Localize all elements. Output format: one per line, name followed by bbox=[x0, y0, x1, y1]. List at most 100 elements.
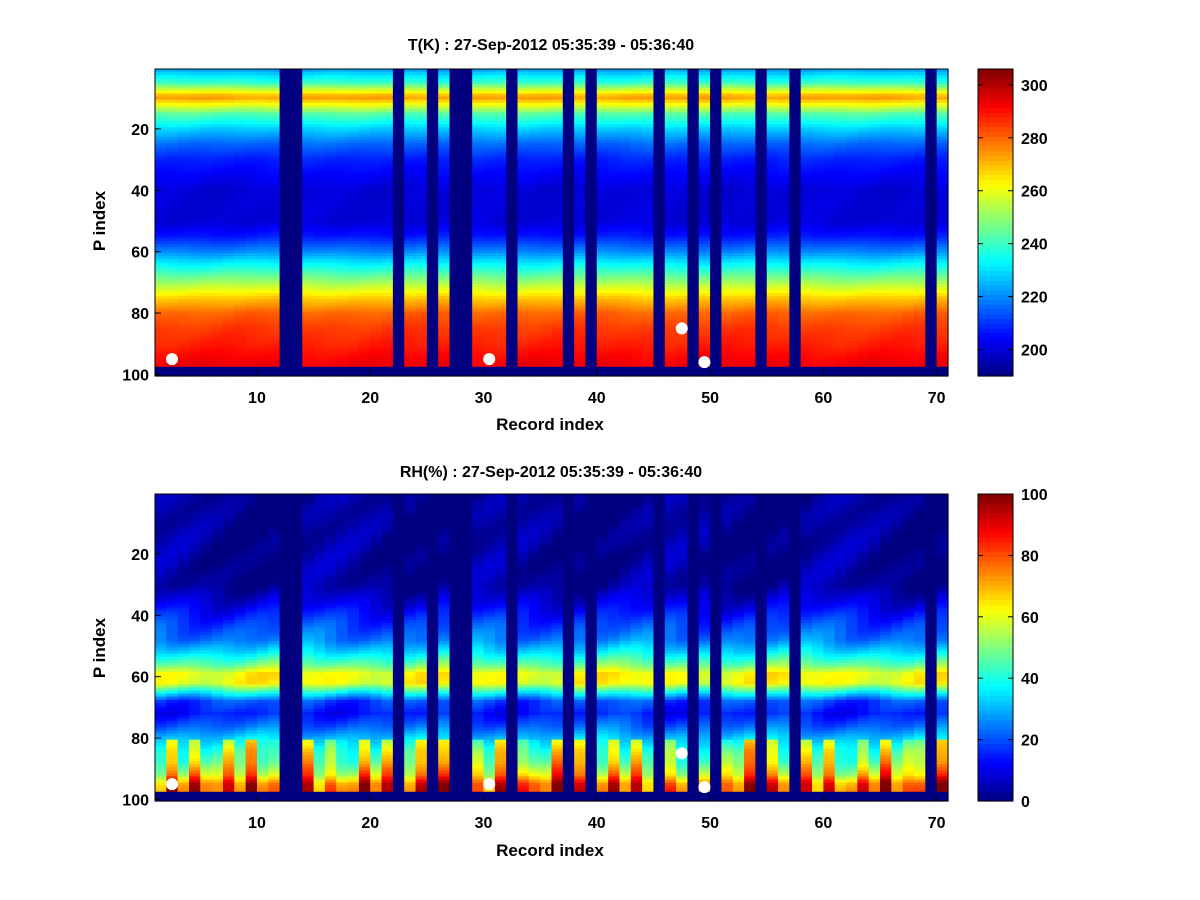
temperature-cell bbox=[188, 342, 201, 346]
temperature-cell bbox=[381, 188, 394, 193]
temperature-cell bbox=[256, 118, 269, 122]
temperature-cell bbox=[268, 188, 281, 193]
temperature-cell bbox=[438, 176, 451, 181]
temperature-cell bbox=[290, 225, 303, 230]
temperature-cell bbox=[551, 366, 564, 371]
temperature-cell bbox=[483, 296, 496, 300]
temperature-cell bbox=[460, 253, 473, 257]
temperature-cell bbox=[370, 320, 383, 325]
temperature-cell bbox=[506, 250, 519, 254]
temperature-cell bbox=[460, 317, 473, 322]
temperature-cell bbox=[336, 219, 349, 224]
temperature-cell bbox=[483, 210, 496, 214]
temperature-cell bbox=[234, 197, 247, 202]
temperature-cell bbox=[222, 296, 235, 300]
temperature-cell bbox=[324, 216, 337, 221]
temperature-cell bbox=[460, 69, 473, 73]
temperature-cell bbox=[540, 326, 553, 331]
temperature-cell bbox=[313, 87, 326, 92]
temperature-cell bbox=[245, 336, 258, 340]
temperature-cell bbox=[358, 93, 371, 98]
temperature-cell bbox=[279, 179, 292, 184]
temperature-cell bbox=[426, 121, 439, 125]
temperature-cell bbox=[506, 124, 519, 128]
temperature-cell bbox=[506, 78, 519, 82]
temperature-cell bbox=[336, 148, 349, 153]
temperature-cell bbox=[438, 262, 451, 267]
temperature-cell bbox=[381, 243, 394, 248]
temperature-cell bbox=[517, 339, 530, 343]
temperature-cell bbox=[506, 108, 519, 113]
temperature-cell bbox=[551, 363, 564, 368]
temperature-cell bbox=[177, 314, 190, 319]
temperature-cell bbox=[268, 234, 281, 239]
temperature-cell bbox=[290, 72, 303, 76]
temperature-cell bbox=[426, 336, 439, 340]
temperature-cell bbox=[324, 111, 337, 116]
temperature-cell bbox=[177, 90, 190, 95]
temperature-cell bbox=[404, 277, 417, 282]
temperature-cell bbox=[256, 84, 269, 89]
temperature-cell bbox=[528, 348, 541, 353]
temperature-cell bbox=[517, 308, 530, 313]
temperature-cell bbox=[404, 305, 417, 310]
temperature-cell bbox=[324, 96, 337, 101]
temperature-cell bbox=[222, 302, 235, 306]
temperature-cell bbox=[506, 115, 519, 119]
temperature-cell bbox=[336, 234, 349, 239]
temperature-cell bbox=[177, 333, 190, 337]
temperature-cell bbox=[313, 219, 326, 224]
temperature-cell bbox=[438, 372, 451, 377]
temperature-cell bbox=[517, 290, 530, 294]
temperature-cell bbox=[222, 115, 235, 119]
temperature-cell bbox=[290, 366, 303, 371]
temperature-cell bbox=[245, 185, 258, 190]
temperature-cell bbox=[358, 351, 371, 356]
temperature-column-17 bbox=[336, 69, 349, 377]
temperature-cell bbox=[415, 345, 428, 349]
temperature-cell bbox=[528, 262, 541, 267]
temperature-cell bbox=[494, 213, 507, 217]
temperature-cell bbox=[188, 366, 201, 371]
temperature-cell bbox=[506, 369, 519, 374]
temperature-cell bbox=[540, 280, 553, 285]
temperature-cell bbox=[234, 366, 247, 371]
temperature-cell bbox=[347, 219, 360, 224]
temperature-cell bbox=[222, 108, 235, 113]
temperature-cell bbox=[234, 247, 247, 251]
temperature-cell bbox=[381, 308, 394, 313]
temperature-cell bbox=[324, 105, 337, 110]
temperature-cell bbox=[506, 191, 519, 196]
temperature-cell bbox=[404, 256, 417, 260]
temperature-cell bbox=[336, 268, 349, 273]
temperature-cell bbox=[381, 191, 394, 196]
temperature-cell bbox=[313, 188, 326, 193]
temperature-cell bbox=[234, 253, 247, 257]
temperature-cell bbox=[551, 133, 564, 138]
temperature-cell bbox=[234, 329, 247, 334]
temperature-cell bbox=[494, 366, 507, 371]
temperature-cell bbox=[472, 170, 485, 174]
temperature-cell bbox=[166, 173, 179, 178]
temperature-cell bbox=[528, 345, 541, 349]
temperature-cell bbox=[211, 164, 224, 168]
temperature-cell bbox=[347, 363, 360, 368]
temperature-cell bbox=[415, 372, 428, 377]
temperature-cell bbox=[528, 188, 541, 193]
temperature-cell bbox=[234, 142, 247, 147]
temperature-cell bbox=[256, 345, 269, 349]
temperature-cell bbox=[494, 323, 507, 328]
temperature-cell bbox=[155, 247, 167, 251]
temperature-cell bbox=[155, 333, 167, 337]
temperature-cell bbox=[381, 124, 394, 128]
temperature-cell bbox=[494, 145, 507, 150]
temperature-cell bbox=[517, 151, 530, 156]
temperature-cell bbox=[528, 231, 541, 236]
temperature-cell bbox=[347, 302, 360, 306]
temperature-cell bbox=[324, 290, 337, 294]
temperature-cell bbox=[200, 345, 213, 349]
temperature-cell bbox=[222, 154, 235, 159]
temperature-cell bbox=[336, 286, 349, 291]
temperature-cell bbox=[256, 176, 269, 181]
temperature-cell bbox=[370, 99, 383, 104]
